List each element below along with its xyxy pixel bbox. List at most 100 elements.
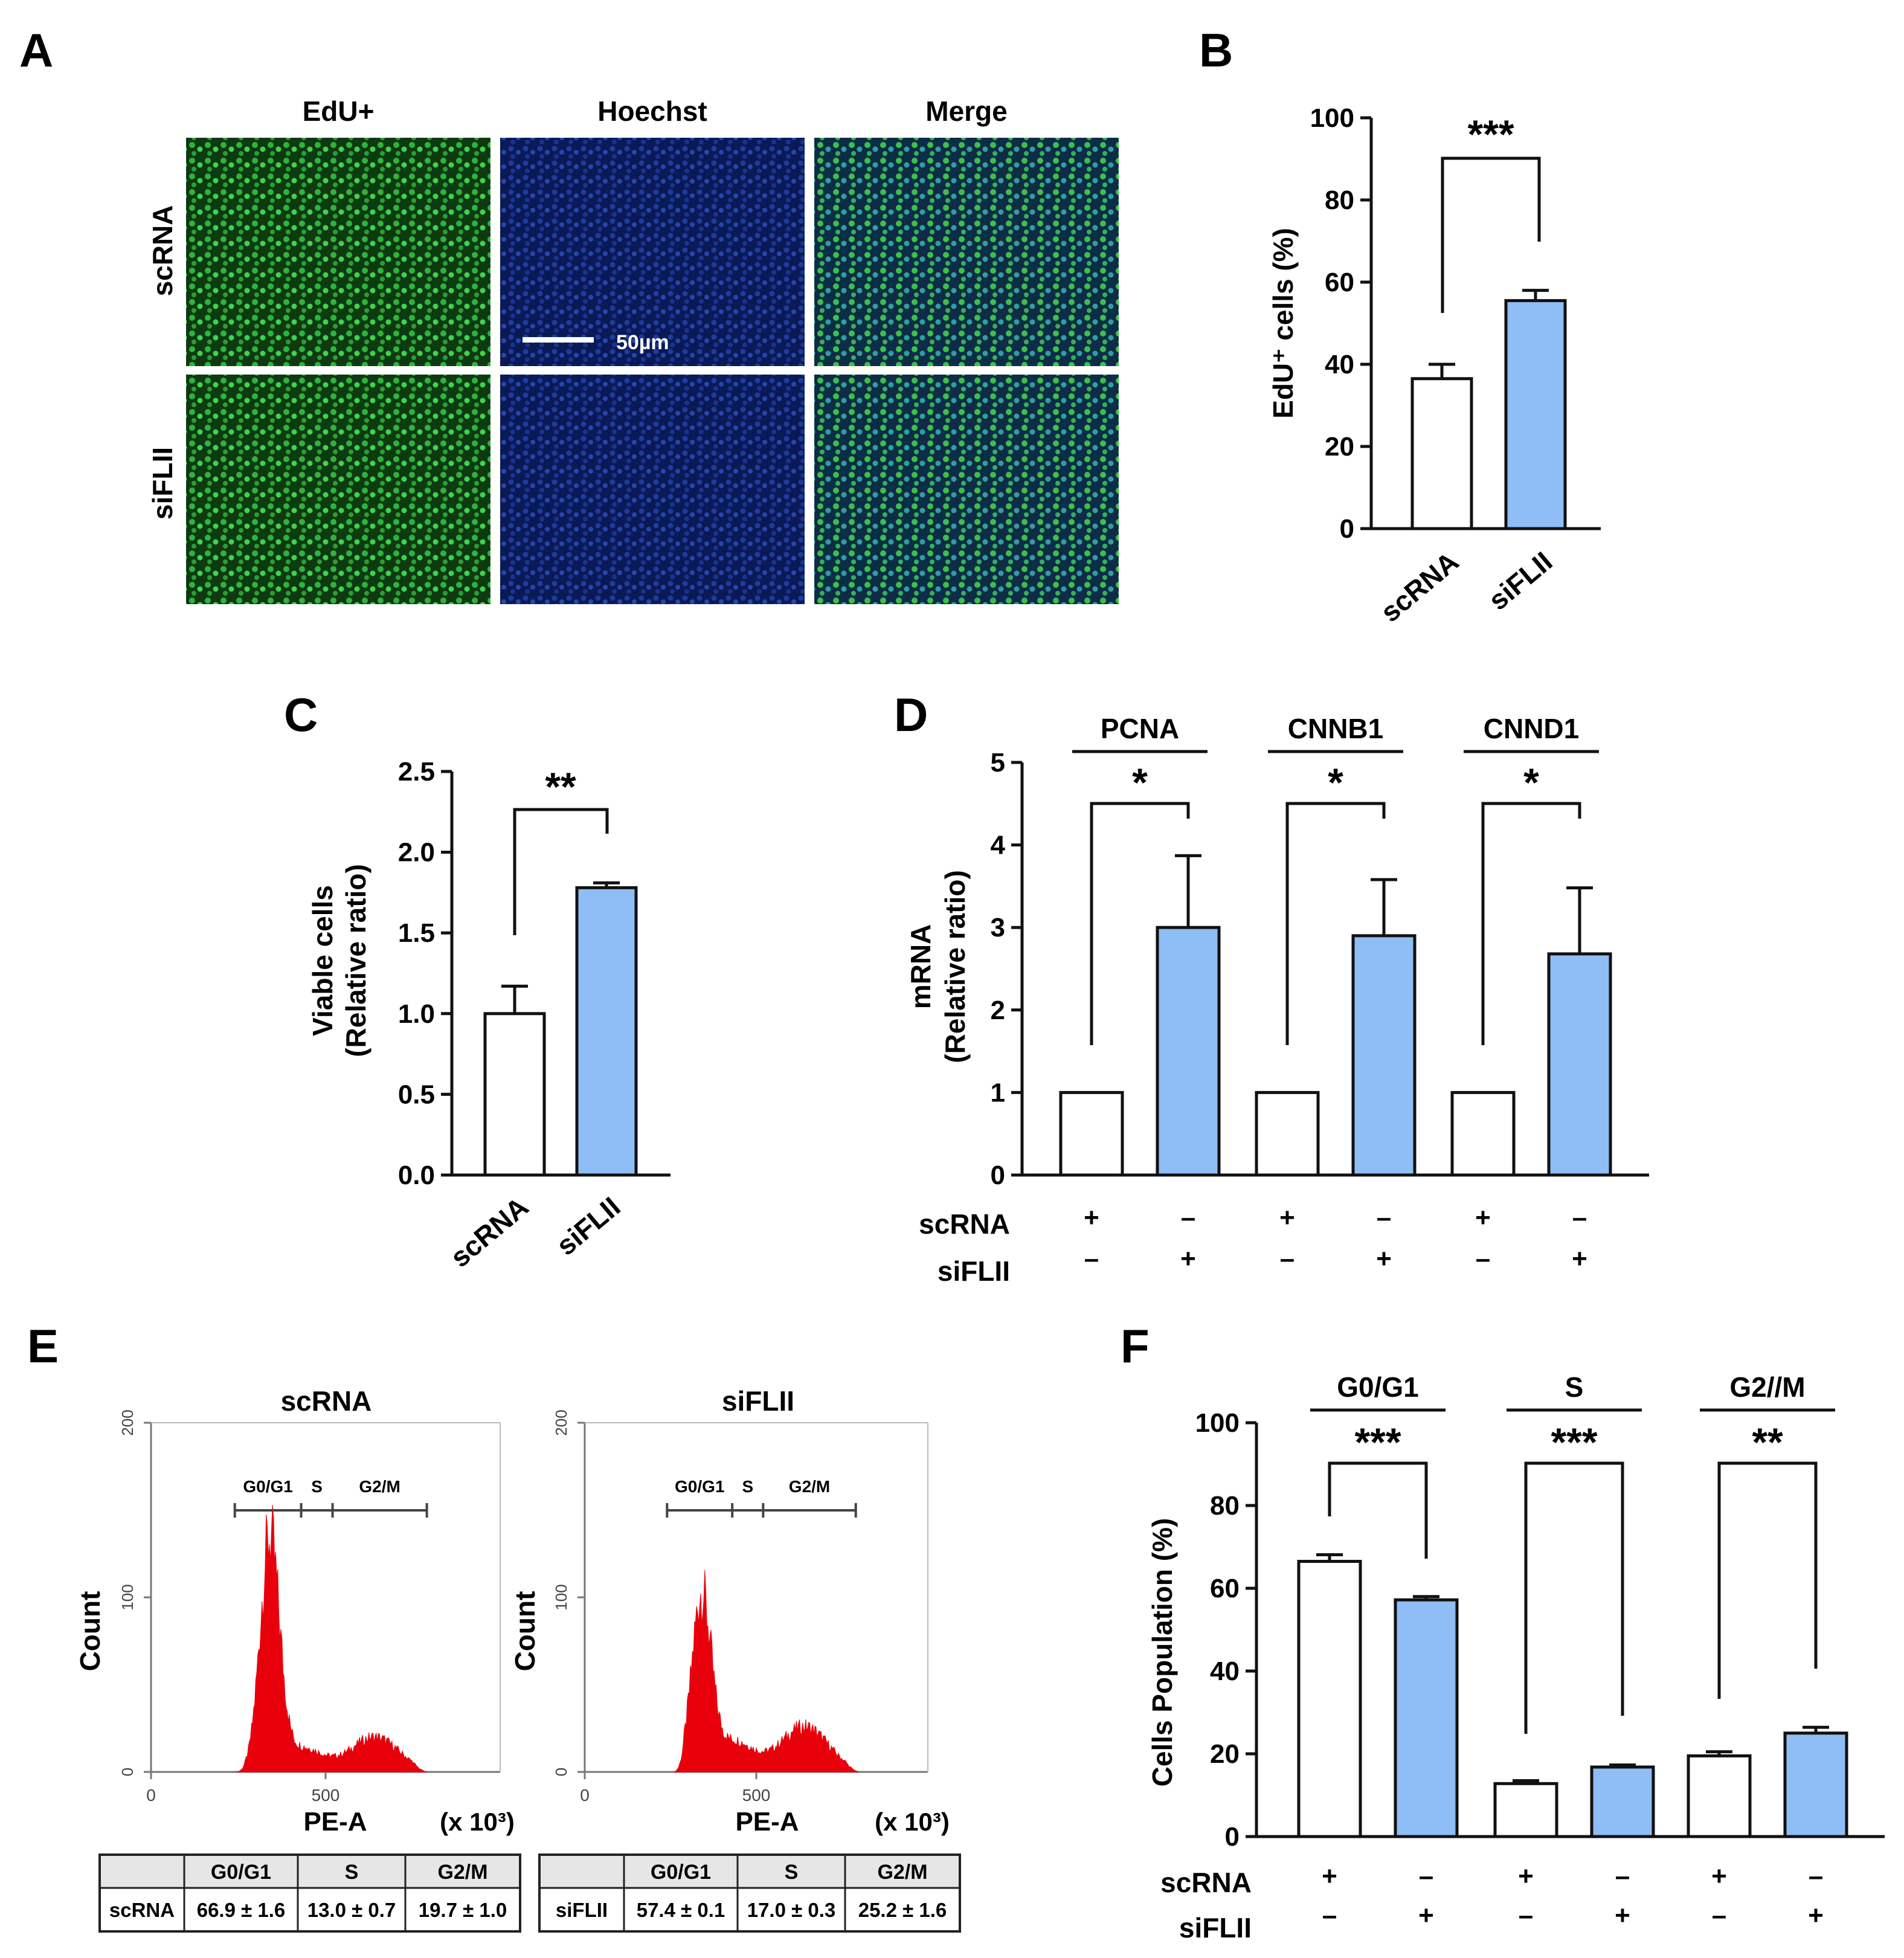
col-label-edu: EdU+ — [303, 95, 375, 127]
chart-d: mRNA (Relative ratio) 0 1 2 3 4 5 PCNA * CNNB1 *… — [905, 713, 1649, 1287]
histogram-scrna: scRNA Count 0 100 200 0 500 G0/G1 S G2/M PE-A (… — [74, 1385, 515, 1837]
histogram-scrna-xtick-label: 500 — [312, 1786, 340, 1805]
table-header-cell: G0/G1 — [651, 1861, 711, 1884]
chart-d-sign-scrna: – — [1377, 1203, 1391, 1232]
histogram-siflii-area — [674, 1570, 860, 1773]
chart-d-sign-scrna: + — [1475, 1203, 1491, 1232]
chart-b-ylabel: EdU⁺ cells (%) — [1267, 228, 1299, 419]
chart-d-bar — [1059, 1090, 1124, 1177]
histogram-scrna-area — [234, 1505, 427, 1773]
table-header-bg — [539, 1855, 960, 1888]
chart-d-bar — [1351, 934, 1417, 1177]
panel-letter-d: D — [894, 688, 928, 741]
image-edu-siflii — [186, 375, 490, 604]
histogram-scrna-xtick-label: 0 — [146, 1786, 156, 1805]
chart-d-stars: * — [1132, 760, 1148, 805]
table-cell: scRNA — [109, 1899, 175, 1921]
chart-c-ytick-label: 0.0 — [398, 1161, 435, 1190]
chart-f-bar — [1590, 1765, 1655, 1838]
chart-f-group-label: G2//M — [1729, 1371, 1805, 1403]
chart-f-row-label-siflii: siFLII — [1179, 1912, 1252, 1944]
chart-b-ytick-label: 0 — [1340, 514, 1354, 544]
chart-b-ytick-label: 20 — [1325, 432, 1354, 462]
scale-bar-label: 50µm — [616, 331, 669, 354]
chart-c-xtick-label: scRNA — [444, 1191, 534, 1274]
chart-f-sign-scrna: + — [1518, 1861, 1534, 1891]
chart-f-ylabel: Cells Population (%) — [1147, 1518, 1178, 1787]
image-merge-siflii — [814, 375, 1119, 604]
chart-c-stars: ** — [545, 764, 576, 809]
histogram-scrna-xunit: (x 10³) — [440, 1808, 515, 1836]
chart-f-sign-siflii: – — [1519, 1901, 1533, 1930]
table-header-cell: G2/M — [877, 1861, 927, 1884]
chart-b-bar — [1410, 377, 1473, 530]
chart-d-bar — [1450, 1090, 1516, 1177]
chart-f: Cells Population (%) 0 20 40 60 80 100 G0/G1 *… — [1147, 1371, 1885, 1944]
chart-f-sign-siflii: + — [1418, 1901, 1434, 1930]
chart-c-ylabel-line1: Viable cells — [307, 885, 338, 1036]
chart-f-bracket — [1717, 1461, 1818, 1699]
row-label-scrna: scRNA — [147, 205, 178, 297]
chart-d-row-label-siflii: siFLII — [938, 1255, 1010, 1287]
chart-f-ytick-label: 40 — [1210, 1657, 1240, 1686]
table-cell: 17.0 ± 0.3 — [747, 1899, 836, 1921]
chart-d-sign-scrna: + — [1279, 1203, 1295, 1232]
chart-f-bar — [1297, 1559, 1362, 1838]
chart-d-group-label: CNND1 — [1484, 713, 1579, 744]
histogram-siflii-gate-label: G2/M — [789, 1477, 830, 1496]
table-cell: 25.2 ± 1.6 — [858, 1899, 947, 1921]
chart-d-ylabel-line2: (Relative ratio) — [939, 870, 971, 1063]
panel-letter-a: A — [19, 24, 53, 77]
chart-c: Viable cells (Relative ratio) 0.0 0.5 1.0 1… — [307, 757, 671, 1274]
col-label-hoechst: Hoechst — [597, 95, 707, 127]
histogram-siflii-xtick-label: 500 — [742, 1786, 771, 1805]
histogram-siflii-gate-label: S — [742, 1477, 753, 1496]
row-label-siflii: siFLII — [147, 447, 178, 520]
chart-b-stars: *** — [1467, 112, 1514, 156]
panel-letter-c: C — [284, 688, 318, 741]
table-cell: 66.9 ± 1.6 — [197, 1899, 286, 1921]
table-cell: siFLII — [556, 1899, 608, 1921]
chart-f-bar — [1394, 1598, 1459, 1838]
chart-d-row-label-scrna: scRNA — [919, 1208, 1010, 1240]
panel-letter-e: E — [27, 1319, 59, 1373]
chart-b-significance: *** — [1441, 112, 1541, 313]
histogram-scrna-xlabel: PE-A — [303, 1807, 367, 1837]
table-header-cell: G0/G1 — [211, 1861, 271, 1884]
chart-d-ytick-label: 0 — [991, 1161, 1005, 1190]
chart-c-xtick-label: siFLII — [550, 1191, 626, 1261]
histogram-siflii-ylabel: Count — [509, 1591, 541, 1672]
histogram-siflii-gate-label: G0/G1 — [675, 1477, 724, 1496]
table-cell: 19.7 ± 1.0 — [419, 1899, 507, 1921]
chart-d-ylabel-line1: mRNA — [905, 924, 936, 1010]
chart-f-ytick-label: 20 — [1210, 1739, 1240, 1769]
chart-c-bracket — [513, 808, 609, 935]
chart-d-stars: * — [1523, 760, 1539, 805]
chart-d-bracket — [1481, 802, 1581, 1045]
histogram-siflii-xlabel: PE-A — [735, 1807, 799, 1837]
histogram-scrna-ytick-label: 0 — [118, 1768, 137, 1776]
chart-f-sign-scrna: – — [1809, 1861, 1823, 1891]
chart-d-sign-siflii: + — [1572, 1244, 1587, 1274]
chart-d-sign-siflii: + — [1180, 1244, 1196, 1274]
scale-bar — [523, 337, 594, 343]
chart-f-bracket — [1524, 1461, 1624, 1734]
chart-c-significance: ** — [513, 764, 609, 935]
chart-c-bar — [575, 886, 638, 1177]
chart-d-sign-siflii: – — [1476, 1244, 1490, 1274]
histogram-scrna-gate-label: S — [311, 1477, 323, 1496]
chart-d-bracket — [1090, 802, 1190, 1045]
chart-d-sign-scrna: + — [1084, 1203, 1099, 1232]
chart-b-ytick-label: 60 — [1325, 268, 1354, 297]
chart-d-stars: * — [1328, 760, 1343, 805]
chart-d-bar — [1156, 926, 1221, 1177]
histogram-scrna-ylabel: Count — [74, 1591, 106, 1672]
image-hoechst-scrna — [500, 138, 805, 366]
chart-c-ylabel-line2: (Relative ratio) — [340, 864, 371, 1057]
chart-d-ytick-label: 3 — [991, 913, 1005, 942]
table-header-cell: G2/M — [437, 1861, 487, 1884]
chart-f-sign-siflii: – — [1712, 1901, 1726, 1930]
chart-d-bar — [1547, 952, 1612, 1177]
table-cell: 13.0 ± 0.7 — [307, 1899, 396, 1921]
cycle-table — [98, 1853, 521, 1933]
